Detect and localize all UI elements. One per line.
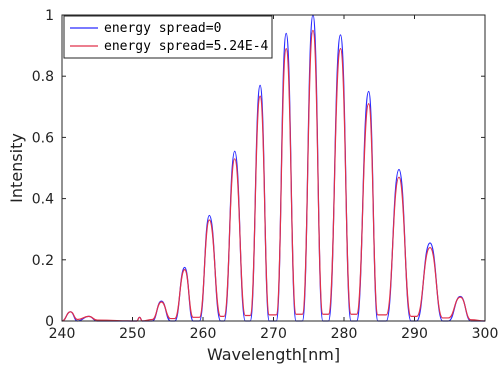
- y-tick-label-3: 0.6: [32, 130, 54, 146]
- legend: energy spread=0 energy spread=5.24E-4: [63, 15, 273, 59]
- y-tick-label-5: 1: [45, 8, 54, 24]
- legend-label-series-1: energy spread=5.24E-4: [104, 39, 269, 54]
- y-tick-label-0: 0: [45, 314, 54, 330]
- x-tick-label-0: 240: [49, 326, 76, 342]
- x-tick-label-1: 250: [119, 326, 146, 342]
- x-tick-label-2: 260: [190, 326, 217, 342]
- legend-label-series-0: energy spread=0: [104, 21, 221, 36]
- x-tick-label-6: 300: [472, 326, 499, 342]
- x-axis-title: Wavelength[nm]: [207, 345, 340, 364]
- y-tick-label-2: 0.4: [32, 192, 54, 208]
- legend-box: [63, 15, 273, 59]
- plot-frame: [61, 14, 486, 322]
- series-layer: [61, 14, 486, 322]
- series-line-0: [61, 14, 485, 322]
- x-tick-label-4: 280: [331, 326, 358, 342]
- y-axis-title: Intensity: [7, 133, 26, 203]
- series-line-1: [61, 29, 486, 322]
- x-tick-label-5: 290: [401, 326, 428, 342]
- y-tick-label-1: 0.2: [32, 253, 54, 269]
- x-tick-label-3: 270: [260, 326, 287, 342]
- y-tick-label-4: 0.8: [32, 69, 54, 85]
- ticks-layer: 240 250 260 270 280 290 300 0 0.2 0.4 0.6 0.8 1: [32, 8, 499, 342]
